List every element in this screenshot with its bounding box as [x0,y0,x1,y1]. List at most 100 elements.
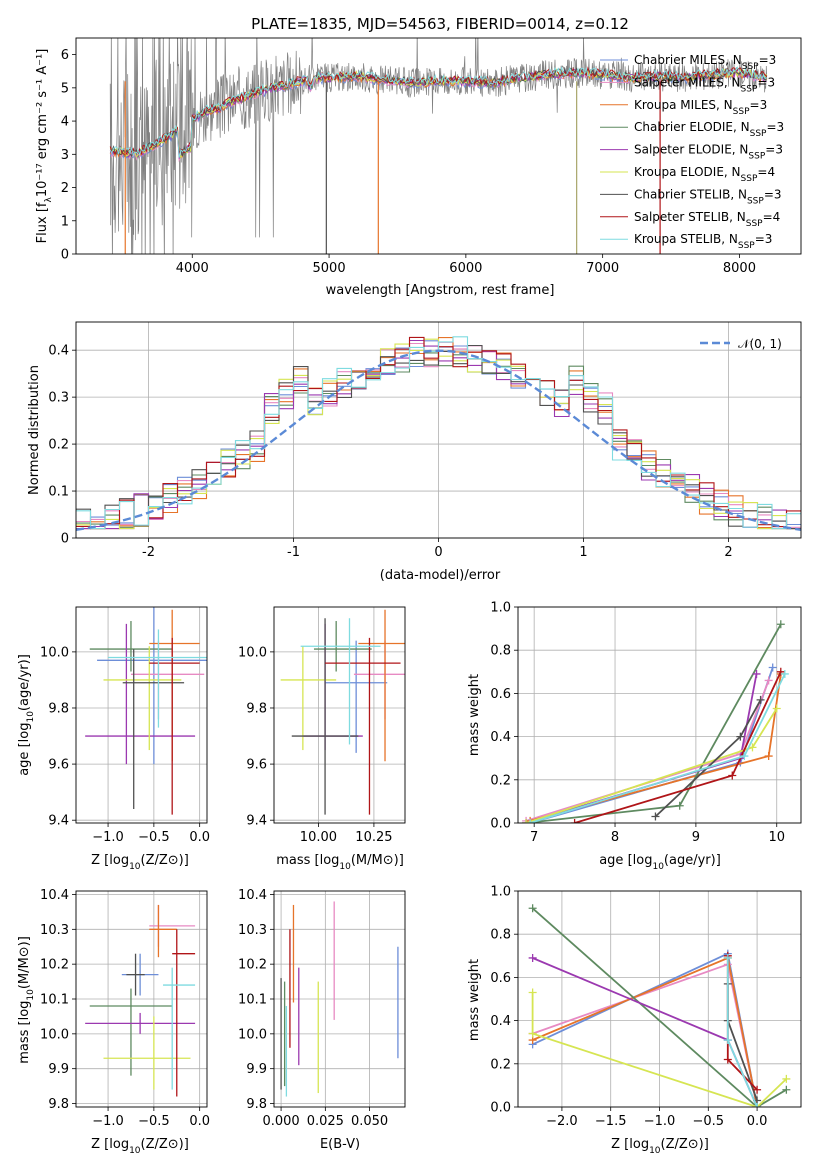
errorbar-5 [85,1012,196,1034]
y-axis-label: Flux [fλ10⁻¹⁷ erg cm⁻² s⁻¹ A⁻¹] [35,49,54,244]
x-axis-label: age [log10(age/yr)] [599,853,721,872]
y-tick-label: 6 [61,48,69,63]
y-tick-label: 9.8 [246,1097,267,1112]
weight-marker [768,663,777,672]
x-axis-label: Z [log10(Z/Z⊙)] [611,1137,709,1156]
weight-marker [752,669,761,678]
y-tick-label: 10.0 [40,1027,69,1042]
axes-frame [273,606,406,824]
y-tick-label: 10.1 [238,993,267,1008]
y-tick-label: 0.4 [48,344,69,359]
y-axis-label: Normed distribution [27,365,42,495]
z-age-panel: −1.0 −0.5 0.0 9.4 9.6 9.8 10.0 Z [log10(Z/Z⊙)] a… [17,606,210,872]
z-weight-plot-area [528,904,791,1107]
weight-marker [736,732,745,741]
x-tick-label: −1.0 [92,830,124,845]
x-tick-label: -1 [287,545,300,560]
x-axis-label: (data-model)/error [380,568,501,583]
y-tick-label: 10.1 [40,993,69,1008]
residuals-plot-area [76,336,801,531]
weight-marker [723,1055,732,1064]
x-axis-label: Z [log10(Z/Z⊙)] [91,853,189,872]
y-tick-label: 2 [61,181,69,196]
x-tick-label: 10 [768,830,785,845]
legend-entry-1: Chabrier MILES, NSSP=3 [634,53,776,72]
x-tick-label: 0 [434,545,442,560]
axes-frame [273,890,406,1108]
spectrum-plot-area [109,38,768,254]
axes-frame [75,890,208,1108]
axes-frame [75,37,802,255]
spectrum-panel: 4000 5000 6000 7000 8000 0 1 2 3 4 5 6 wavelength [A… [35,37,802,298]
x-tick-label: 5000 [313,261,346,276]
weight-marker [756,695,765,704]
y-tick-label: 0.8 [490,644,511,659]
errorbar-5 [85,623,196,765]
weight-marker [675,801,684,810]
weight-marker [748,743,757,752]
weight-line-5 [532,957,758,1107]
y-tick-label: 9.8 [48,1097,69,1112]
errorbar-7 [122,649,185,809]
x-axis-label: mass [log10(M/M⊙)] [276,853,404,872]
errorbar-4 [89,621,173,672]
weight-line-4 [525,623,782,823]
y-tick-label: 3 [61,148,69,163]
errorbar-7 [126,953,145,996]
x-tick-label: 7 [530,830,538,845]
x-tick-label: 0.000 [262,1114,299,1129]
ebv-mass-plot-area [280,901,399,1097]
y-tick-label: 0.3 [48,391,69,406]
y-tick-label: 1.0 [490,601,511,616]
x-tick-label: −2.0 [546,1114,578,1129]
weight-marker [528,904,537,913]
x-tick-label: 0.0 [189,830,210,845]
y-tick-label: 0.4 [490,730,511,745]
y-tick-label: 0 [61,532,69,547]
weight-line-1 [532,952,758,1107]
y-tick-label: 9.9 [48,1062,69,1077]
y-tick-label: 10.0 [238,1027,267,1042]
x-tick-label: 10.25 [355,830,392,845]
z-mass-plot-area [85,904,196,1097]
x-tick-label: −1.0 [92,1114,124,1129]
weight-marker [570,819,579,823]
y-tick-label: 10.0 [238,645,267,660]
weight-marker [522,819,531,823]
x-tick-label: 0.050 [351,1114,388,1129]
weight-marker [782,1074,791,1083]
errorbar-3 [358,609,405,762]
errorbar-6 [103,1016,191,1090]
x-tick-label: 0.0 [747,1114,768,1129]
weight-marker [764,752,773,761]
weight-marker [740,752,749,761]
legend-entry-2: Salpeter MILES, NSSP=3 [634,75,775,94]
y-tick-label: 5 [61,81,69,96]
y-tick-label: 0.4 [490,1014,511,1029]
y-tick-label: 10.4 [238,888,267,903]
errorbar-1 [325,640,388,753]
weight-marker [764,676,773,685]
y-axis-label: age [log10(age/yr)] [17,654,36,776]
legend-entry-7: Chabrier STELIB, NSSP=3 [634,187,782,206]
weight-marker [723,1036,732,1045]
errorbar-2 [353,640,405,720]
y-axis-label: mass [log10(M/M⊙)] [17,936,36,1064]
weight-marker [528,1029,537,1038]
weight-line-6 [531,992,788,1107]
y-tick-label: 4 [61,115,69,130]
y-tick-label: 9.4 [48,814,69,829]
weight-marker [528,953,537,962]
y-tick-label: 0.2 [48,438,69,453]
model-curve-9 [109,66,768,158]
errorbar-8 [149,637,200,815]
age-weight-plot-area [522,620,789,823]
y-tick-label: 10.2 [40,958,69,973]
x-tick-label: −1.5 [595,1114,627,1129]
errorbar-9 [163,967,196,1090]
x-tick-label: 4000 [176,261,209,276]
legend-entry-3: Kroupa MILES, NSSP=3 [634,98,767,117]
errorbar-9 [108,629,207,728]
x-tick-label: 0.0 [189,1114,210,1129]
